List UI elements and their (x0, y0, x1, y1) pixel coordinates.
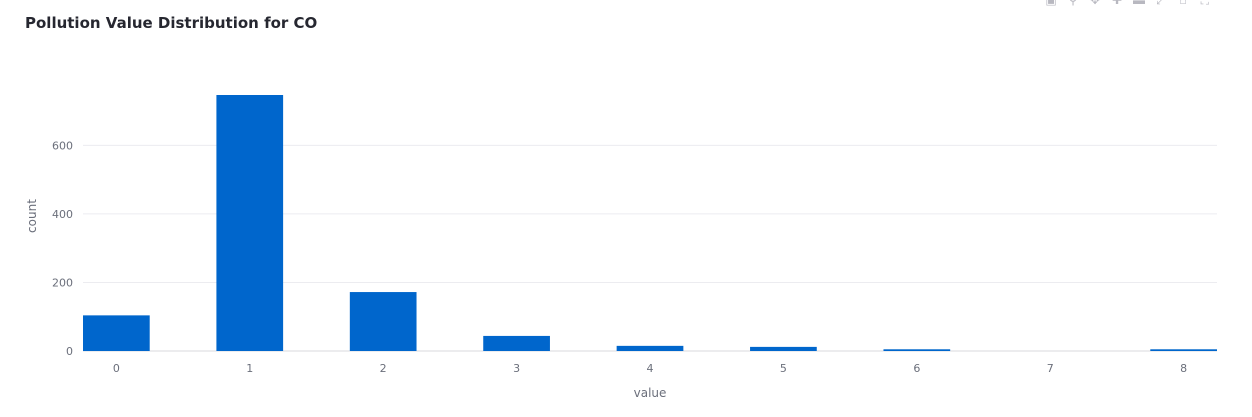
x-tick-label: 8 (1180, 362, 1187, 375)
bar[interactable] (483, 335, 550, 351)
x-tick-label: 2 (380, 362, 387, 375)
x-axis-title: value (634, 386, 667, 400)
bar[interactable] (616, 345, 684, 351)
zoom-out-icon[interactable]: ▬ (1133, 0, 1145, 7)
y-axis-title: count (25, 199, 39, 233)
bar[interactable] (216, 95, 284, 351)
x-tick-label: 0 (113, 362, 120, 375)
chart-toolbar: ▣ ⚲ ✥ ✚ ▬ ⤢ ⌂ ⛶ (1044, 0, 1212, 7)
y-tick-label: 400 (52, 208, 73, 221)
x-tick-label: 4 (647, 362, 654, 375)
x-tick-label: 5 (780, 362, 787, 375)
bar[interactable] (1150, 349, 1217, 351)
bar[interactable] (83, 315, 150, 351)
bars (83, 95, 1217, 351)
chart-title: Pollution Value Distribution for CO (25, 14, 318, 32)
x-tick-label: 7 (1047, 362, 1054, 375)
y-tick-label: 0 (66, 345, 73, 358)
y-tick-label: 200 (52, 276, 73, 289)
y-tick-labels: 0 200 400 600 (52, 139, 73, 358)
x-tick-labels: 0 1 2 3 4 5 6 7 8 (113, 362, 1187, 375)
camera-icon[interactable]: ▣ (1045, 0, 1057, 7)
fullscreen-icon[interactable]: ⛶ (1200, 0, 1210, 7)
zoom-icon[interactable]: ⚲ (1068, 0, 1078, 7)
bar[interactable] (883, 349, 951, 351)
x-tick-label: 3 (513, 362, 520, 375)
bar[interactable] (349, 292, 417, 351)
x-tick-label: 1 (246, 362, 253, 375)
x-tick-label: 6 (913, 362, 920, 375)
zoom-in-icon[interactable]: ✚ (1111, 0, 1123, 7)
bar[interactable] (750, 346, 817, 351)
autoscale-icon[interactable]: ⤢ (1156, 0, 1166, 7)
pan-icon[interactable]: ✥ (1089, 0, 1101, 7)
home-icon[interactable]: ⌂ (1179, 0, 1187, 7)
y-tick-label: 600 (52, 139, 73, 152)
